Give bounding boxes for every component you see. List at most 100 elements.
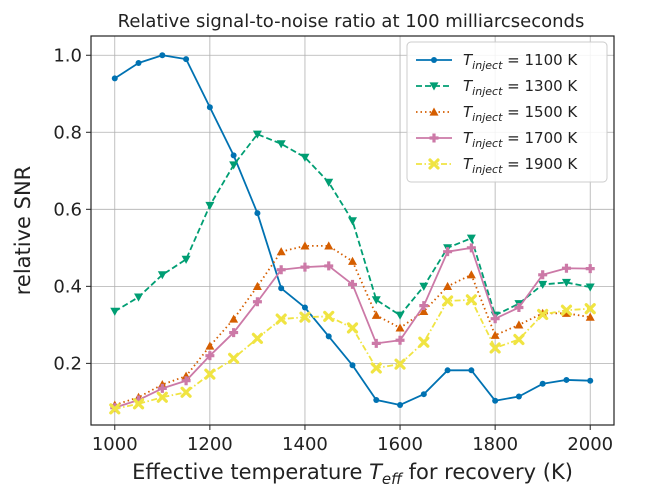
legend-subscript: inject	[472, 137, 503, 150]
series-3-point	[229, 328, 239, 338]
legend-subscript: inject	[472, 59, 503, 72]
series-0-point	[349, 362, 356, 369]
legend-symbol: T	[463, 77, 474, 95]
series-2-point	[419, 306, 429, 315]
series-0-point	[397, 401, 404, 408]
legend-symbol: T	[463, 155, 474, 173]
series-0-point	[159, 52, 166, 59]
legend-box	[406, 41, 608, 183]
series-2-point	[229, 314, 239, 323]
series-0-point	[111, 75, 118, 82]
y-tick-label: 1.0	[53, 45, 82, 66]
series-0-point	[278, 285, 285, 292]
series-2-point	[348, 256, 357, 265]
series-3-point	[205, 351, 215, 361]
series-4-point	[156, 391, 168, 403]
series-4-point	[132, 398, 145, 410]
series-1-point	[300, 153, 310, 162]
series-0-point	[135, 59, 142, 66]
y-tick-label: 0.4	[53, 276, 82, 297]
legend-subscript: inject	[472, 85, 503, 98]
series-0-point	[492, 397, 499, 404]
legend-marker-4	[428, 158, 440, 170]
legend-symbol: T	[463, 103, 474, 121]
series-2	[110, 241, 595, 409]
legend-subscript: inject	[472, 111, 503, 124]
series-1-point	[181, 255, 191, 264]
series-2-point	[276, 247, 286, 256]
legend-marker-2	[429, 107, 439, 116]
series-2-point	[443, 281, 453, 290]
series-1-point	[585, 283, 595, 292]
series-3-point	[371, 338, 381, 348]
series-3-point	[276, 265, 286, 275]
series-4-point	[228, 352, 240, 364]
series-0-point	[587, 377, 594, 384]
series-3-point	[538, 270, 548, 280]
series-4-point	[275, 313, 287, 325]
series-3-point	[443, 247, 453, 257]
series-0-point	[468, 367, 475, 374]
series-3-point	[585, 264, 595, 274]
chart-title: Relative signal-to-noise ratio at 100 mi…	[118, 11, 585, 32]
legend-value: = 1100 K	[502, 51, 578, 69]
series-3-point	[300, 262, 310, 272]
series-2-point	[395, 323, 405, 332]
legend-label-4: Tinject = 1900 K	[463, 155, 578, 176]
x-axis-label-prefix: Effective temperature	[132, 460, 369, 484]
series-2-point	[300, 241, 310, 250]
legend-value: = 1500 K	[502, 103, 578, 121]
series-4-point	[441, 295, 454, 307]
legend-label-1: Tinject = 1300 K	[463, 77, 578, 98]
x-tick-label: 1600	[377, 434, 423, 455]
series-3-point	[252, 297, 262, 307]
series-4-point	[465, 294, 477, 306]
legend-marker-3	[429, 133, 439, 143]
series-4-point	[560, 304, 573, 316]
series-1-line	[114, 133, 591, 317]
y-axis-label: relative SNR	[11, 166, 35, 296]
series-1-point	[110, 307, 120, 316]
series-1	[110, 130, 595, 320]
series-4-point	[251, 332, 264, 344]
series-2-point	[585, 312, 595, 321]
series-3-point	[181, 376, 191, 386]
series-1-point	[466, 234, 476, 243]
x-axis-label: Effective temperature Teff for recovery …	[132, 460, 573, 487]
series-3-point	[324, 261, 334, 271]
legend-label-2: Tinject = 1500 K	[463, 103, 578, 124]
series-4-point	[323, 310, 335, 322]
legend-symbol: T	[463, 51, 474, 69]
series-0-point	[254, 210, 261, 217]
series-4-point	[394, 358, 406, 370]
x-tick-label: 1400	[282, 434, 328, 455]
plot-frame	[90, 35, 615, 426]
series-3-point	[490, 314, 500, 324]
series-1-point	[157, 271, 167, 280]
series-1-point	[395, 311, 405, 320]
series-0-point	[206, 104, 213, 111]
x-axis-label-symbol: T	[369, 460, 384, 484]
series-0-point	[444, 367, 451, 374]
series-3-point	[348, 279, 357, 289]
legend-value: = 1900 K	[502, 155, 578, 173]
legend-marker-0	[431, 57, 437, 63]
series-0	[111, 52, 594, 408]
series-2-point	[490, 330, 500, 339]
series-0-point	[230, 152, 237, 159]
series-1-point	[538, 280, 548, 289]
series-4-point	[180, 386, 192, 398]
series-0-point	[373, 396, 380, 403]
series-layer	[109, 52, 596, 415]
series-2-point	[371, 310, 381, 319]
legend-subscript: inject	[472, 163, 503, 176]
series-4-point	[370, 362, 382, 374]
series-4-point	[204, 368, 216, 380]
series-1-point	[134, 293, 144, 302]
series-1-point	[229, 161, 239, 170]
series-4	[109, 294, 596, 415]
y-tick-label: 0.6	[53, 199, 82, 220]
series-1-point	[276, 140, 286, 149]
series-3-point	[134, 395, 144, 405]
